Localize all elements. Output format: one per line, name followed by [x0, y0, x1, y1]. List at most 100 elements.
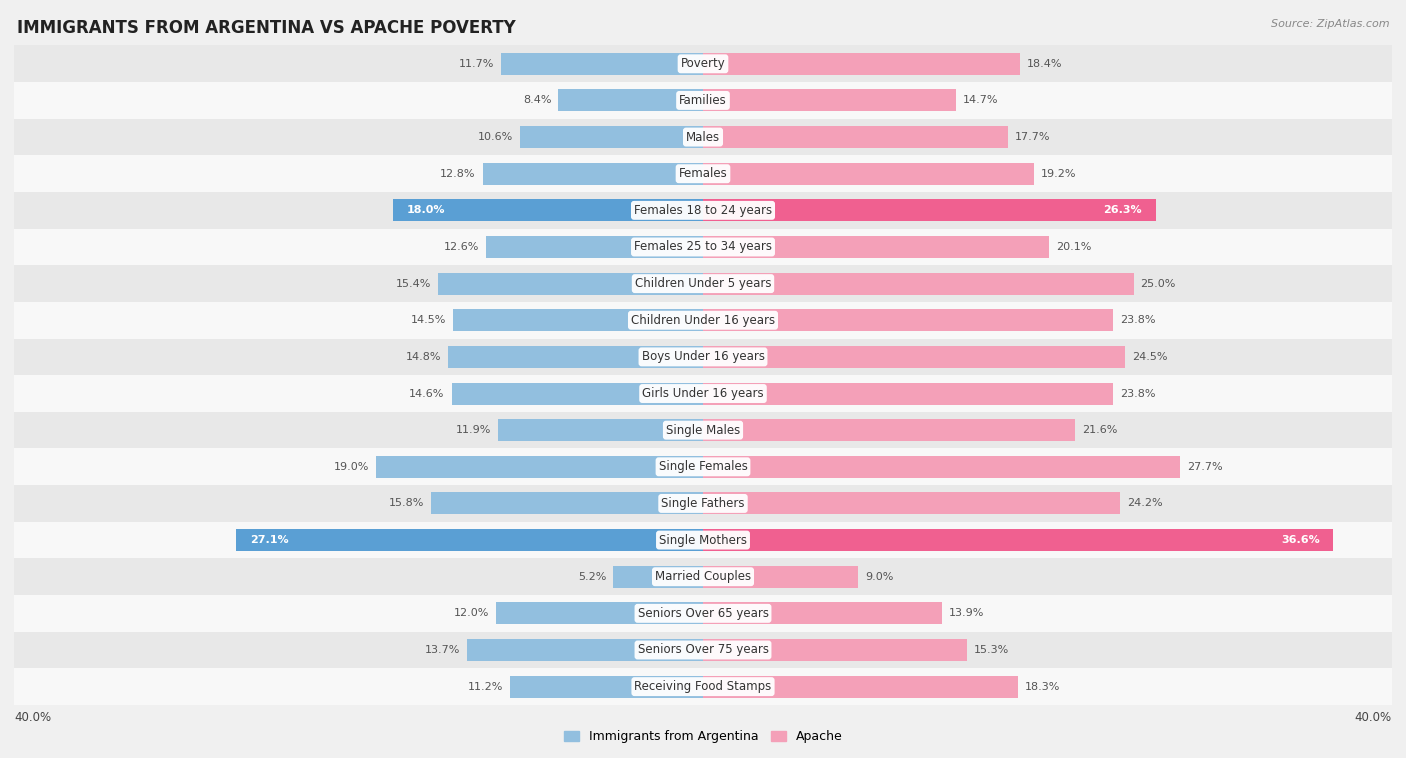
- Text: Source: ZipAtlas.com: Source: ZipAtlas.com: [1271, 19, 1389, 29]
- Text: 27.1%: 27.1%: [250, 535, 288, 545]
- Bar: [502, 53, 703, 75]
- Text: 11.2%: 11.2%: [468, 681, 503, 691]
- Text: 8.4%: 8.4%: [523, 96, 551, 105]
- Bar: [703, 346, 1125, 368]
- Text: 9.0%: 9.0%: [865, 572, 893, 581]
- Bar: [14, 412, 1392, 449]
- Bar: [14, 302, 1392, 339]
- Text: Boys Under 16 years: Boys Under 16 years: [641, 350, 765, 363]
- Text: 15.8%: 15.8%: [388, 499, 425, 509]
- Text: Poverty: Poverty: [681, 58, 725, 70]
- Bar: [14, 119, 1392, 155]
- Bar: [703, 639, 966, 661]
- Text: Girls Under 16 years: Girls Under 16 years: [643, 387, 763, 400]
- Text: 21.6%: 21.6%: [1083, 425, 1118, 435]
- Bar: [14, 375, 1392, 412]
- Text: Seniors Over 75 years: Seniors Over 75 years: [637, 644, 769, 656]
- Bar: [14, 229, 1392, 265]
- Text: 13.7%: 13.7%: [425, 645, 460, 655]
- Bar: [703, 675, 1018, 697]
- Bar: [703, 493, 1119, 515]
- Bar: [703, 456, 1180, 478]
- Text: 18.3%: 18.3%: [1025, 681, 1060, 691]
- Text: Single Mothers: Single Mothers: [659, 534, 747, 547]
- Text: Seniors Over 65 years: Seniors Over 65 years: [637, 607, 769, 620]
- Bar: [703, 273, 1133, 295]
- Text: 40.0%: 40.0%: [14, 711, 51, 724]
- Bar: [703, 126, 1008, 148]
- Text: Single Fathers: Single Fathers: [661, 497, 745, 510]
- Bar: [14, 339, 1392, 375]
- Bar: [703, 383, 1114, 405]
- Text: 24.5%: 24.5%: [1132, 352, 1167, 362]
- Bar: [14, 631, 1392, 669]
- Text: Males: Males: [686, 130, 720, 143]
- Text: 11.7%: 11.7%: [460, 59, 495, 69]
- Bar: [14, 45, 1392, 82]
- Text: 12.6%: 12.6%: [444, 242, 479, 252]
- Bar: [703, 529, 1333, 551]
- Legend: Immigrants from Argentina, Apache: Immigrants from Argentina, Apache: [558, 725, 848, 748]
- Text: Receiving Food Stamps: Receiving Food Stamps: [634, 680, 772, 693]
- Text: 40.0%: 40.0%: [1355, 711, 1392, 724]
- Bar: [437, 273, 703, 295]
- Text: 12.0%: 12.0%: [454, 609, 489, 619]
- Bar: [558, 89, 703, 111]
- Bar: [14, 669, 1392, 705]
- Bar: [430, 493, 703, 515]
- Text: 26.3%: 26.3%: [1104, 205, 1142, 215]
- Text: 14.8%: 14.8%: [406, 352, 441, 362]
- Text: 20.1%: 20.1%: [1056, 242, 1091, 252]
- Bar: [703, 309, 1114, 331]
- Text: Children Under 16 years: Children Under 16 years: [631, 314, 775, 327]
- Bar: [236, 529, 703, 551]
- Text: 17.7%: 17.7%: [1015, 132, 1050, 142]
- Text: Females: Females: [679, 168, 727, 180]
- Text: 13.9%: 13.9%: [949, 609, 984, 619]
- Text: 5.2%: 5.2%: [578, 572, 606, 581]
- Bar: [613, 565, 703, 587]
- Bar: [14, 82, 1392, 119]
- Bar: [703, 419, 1076, 441]
- Bar: [14, 595, 1392, 631]
- Bar: [486, 236, 703, 258]
- Text: 15.3%: 15.3%: [973, 645, 1008, 655]
- Bar: [14, 522, 1392, 559]
- Bar: [14, 192, 1392, 229]
- Bar: [375, 456, 703, 478]
- Text: Children Under 5 years: Children Under 5 years: [634, 277, 772, 290]
- Text: 19.2%: 19.2%: [1040, 169, 1076, 179]
- Text: 23.8%: 23.8%: [1119, 389, 1156, 399]
- Bar: [467, 639, 703, 661]
- Text: 10.6%: 10.6%: [478, 132, 513, 142]
- Text: 23.8%: 23.8%: [1119, 315, 1156, 325]
- Text: 15.4%: 15.4%: [395, 279, 430, 289]
- Bar: [703, 603, 942, 625]
- Text: 24.2%: 24.2%: [1126, 499, 1163, 509]
- Bar: [498, 419, 703, 441]
- Bar: [510, 675, 703, 697]
- Text: Single Females: Single Females: [658, 460, 748, 473]
- Text: 11.9%: 11.9%: [456, 425, 491, 435]
- Bar: [14, 449, 1392, 485]
- Bar: [14, 265, 1392, 302]
- Bar: [482, 163, 703, 185]
- Text: 14.7%: 14.7%: [963, 96, 998, 105]
- Text: 12.8%: 12.8%: [440, 169, 475, 179]
- Bar: [703, 199, 1156, 221]
- Text: 14.6%: 14.6%: [409, 389, 444, 399]
- Bar: [520, 126, 703, 148]
- Text: Single Males: Single Males: [666, 424, 740, 437]
- Bar: [449, 346, 703, 368]
- Bar: [703, 565, 858, 587]
- Text: Families: Families: [679, 94, 727, 107]
- Bar: [496, 603, 703, 625]
- Text: Females 18 to 24 years: Females 18 to 24 years: [634, 204, 772, 217]
- Bar: [703, 236, 1049, 258]
- Text: 18.4%: 18.4%: [1026, 59, 1063, 69]
- Text: IMMIGRANTS FROM ARGENTINA VS APACHE POVERTY: IMMIGRANTS FROM ARGENTINA VS APACHE POVE…: [17, 19, 516, 37]
- Text: 14.5%: 14.5%: [411, 315, 446, 325]
- Bar: [14, 559, 1392, 595]
- Bar: [392, 199, 703, 221]
- Bar: [14, 155, 1392, 192]
